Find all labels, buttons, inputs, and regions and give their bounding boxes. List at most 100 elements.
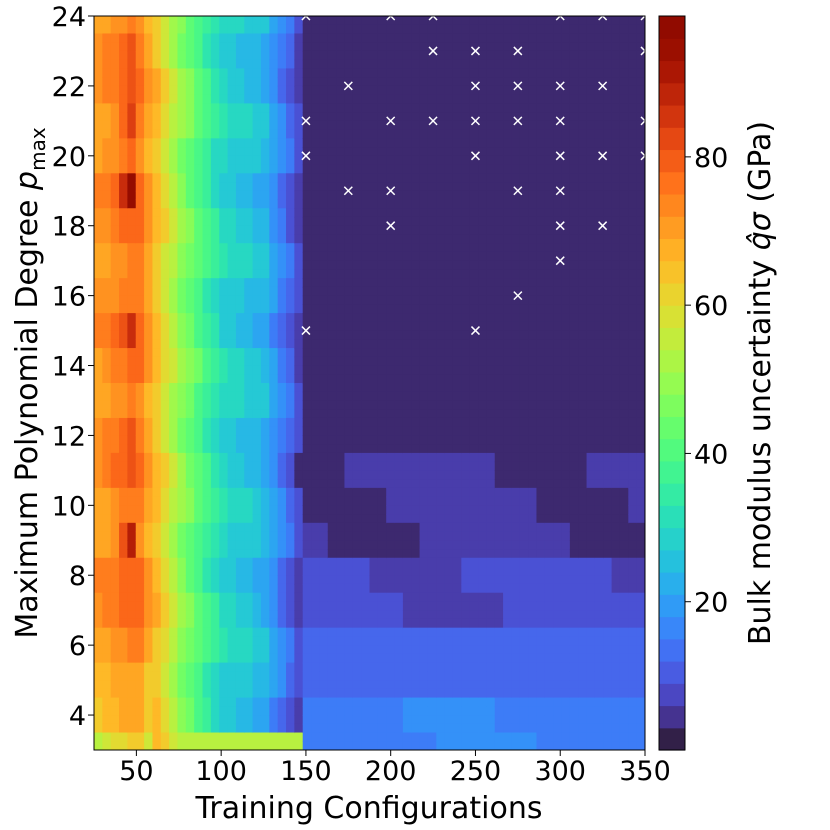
heat-cell [144, 409, 154, 419]
heat-cell [102, 24, 112, 35]
heat-cell [260, 330, 270, 340]
heat-cell [561, 522, 571, 533]
heat-cell [369, 313, 379, 323]
heat-cell [252, 697, 262, 707]
heat-cell [135, 470, 145, 480]
heat-cell [436, 549, 446, 559]
heat-cell [344, 85, 354, 96]
heat-cell [219, 706, 229, 716]
heat-cell [461, 138, 471, 148]
heat-cell [352, 216, 362, 227]
heat-cell [386, 182, 396, 192]
heat-cell [144, 120, 154, 131]
heat-cell [160, 557, 170, 568]
heat-cell [578, 715, 588, 725]
heat-cell [427, 225, 437, 236]
heat-cell [269, 400, 279, 410]
heat-cell [494, 627, 504, 638]
heat-cell [169, 304, 179, 314]
heat-cell [94, 444, 103, 454]
heat-cell [277, 618, 287, 629]
heat-cell [311, 592, 321, 603]
heat-cell [427, 444, 437, 454]
heat-cell [511, 566, 521, 576]
heat-cell [411, 610, 421, 620]
heat-cell [319, 487, 329, 498]
heat-cell [252, 164, 262, 174]
heat-cell [544, 304, 554, 314]
heat-cell [102, 452, 112, 463]
heat-cell [269, 243, 279, 253]
heat-cell [210, 435, 220, 445]
heat-cell [352, 688, 362, 699]
heat-cell [294, 24, 304, 35]
heat-cell [519, 286, 529, 297]
heat-cell [561, 164, 571, 174]
heat-cell [252, 243, 262, 253]
heat-cell [461, 496, 471, 506]
heat-cell [219, 461, 229, 471]
heat-cell [210, 365, 220, 375]
heat-cell [478, 356, 487, 367]
heat-cell [386, 470, 396, 480]
heat-cell [469, 732, 479, 742]
heat-cell [586, 94, 596, 104]
heat-cell [361, 461, 371, 471]
heat-cell [427, 321, 437, 332]
heat-cell [269, 723, 279, 734]
heat-cell [110, 374, 120, 384]
heat-cell [94, 216, 103, 227]
heat-cell [327, 435, 337, 445]
heat-cell [386, 374, 396, 384]
heat-cell [110, 391, 120, 402]
heat-cell [377, 112, 387, 122]
heat-cell [202, 16, 212, 26]
heat-cell [377, 522, 387, 533]
heat-cell [469, 199, 479, 209]
heat-cell [294, 662, 304, 672]
heat-cell [219, 348, 229, 358]
heat-cell [319, 216, 329, 227]
heat-cell [528, 85, 538, 96]
heat-cell [244, 575, 254, 585]
heat-cell [578, 103, 588, 113]
heat-cell [352, 566, 362, 576]
heat-cell [569, 601, 579, 611]
heat-cell [102, 583, 112, 594]
heat-cell [260, 653, 270, 664]
heat-cell [369, 129, 379, 139]
heat-cell [185, 566, 195, 576]
heat-cell [286, 741, 295, 750]
heat-cell [311, 365, 321, 375]
heat-cell [102, 566, 112, 576]
heat-cell [177, 583, 187, 594]
heat-cell [352, 601, 362, 611]
heat-cell [361, 269, 371, 279]
heat-cell [461, 417, 471, 428]
heat-cell [444, 636, 454, 646]
heat-cell [144, 461, 154, 471]
heat-cell [528, 374, 538, 384]
heat-cell [102, 216, 112, 227]
heat-cell [336, 444, 346, 454]
heat-cell [119, 627, 128, 638]
heat-cell [327, 216, 337, 227]
heat-cell [519, 522, 529, 533]
heat-cell [119, 697, 128, 707]
heat-cell [344, 514, 354, 524]
heat-cell [377, 514, 387, 524]
heat-cell [127, 610, 137, 620]
heat-cell [110, 321, 120, 332]
heat-cell [152, 697, 162, 707]
heat-cell [352, 251, 362, 262]
heat-cell [144, 42, 154, 52]
heat-cell [536, 601, 546, 611]
heat-cell [210, 575, 220, 585]
heat-cell [569, 190, 579, 201]
heat-cell [536, 77, 546, 87]
heat-cell [519, 147, 529, 157]
heat-cell [461, 592, 471, 603]
heat-cell [260, 374, 270, 384]
heat-cell [361, 155, 371, 166]
heat-cell [461, 531, 471, 541]
